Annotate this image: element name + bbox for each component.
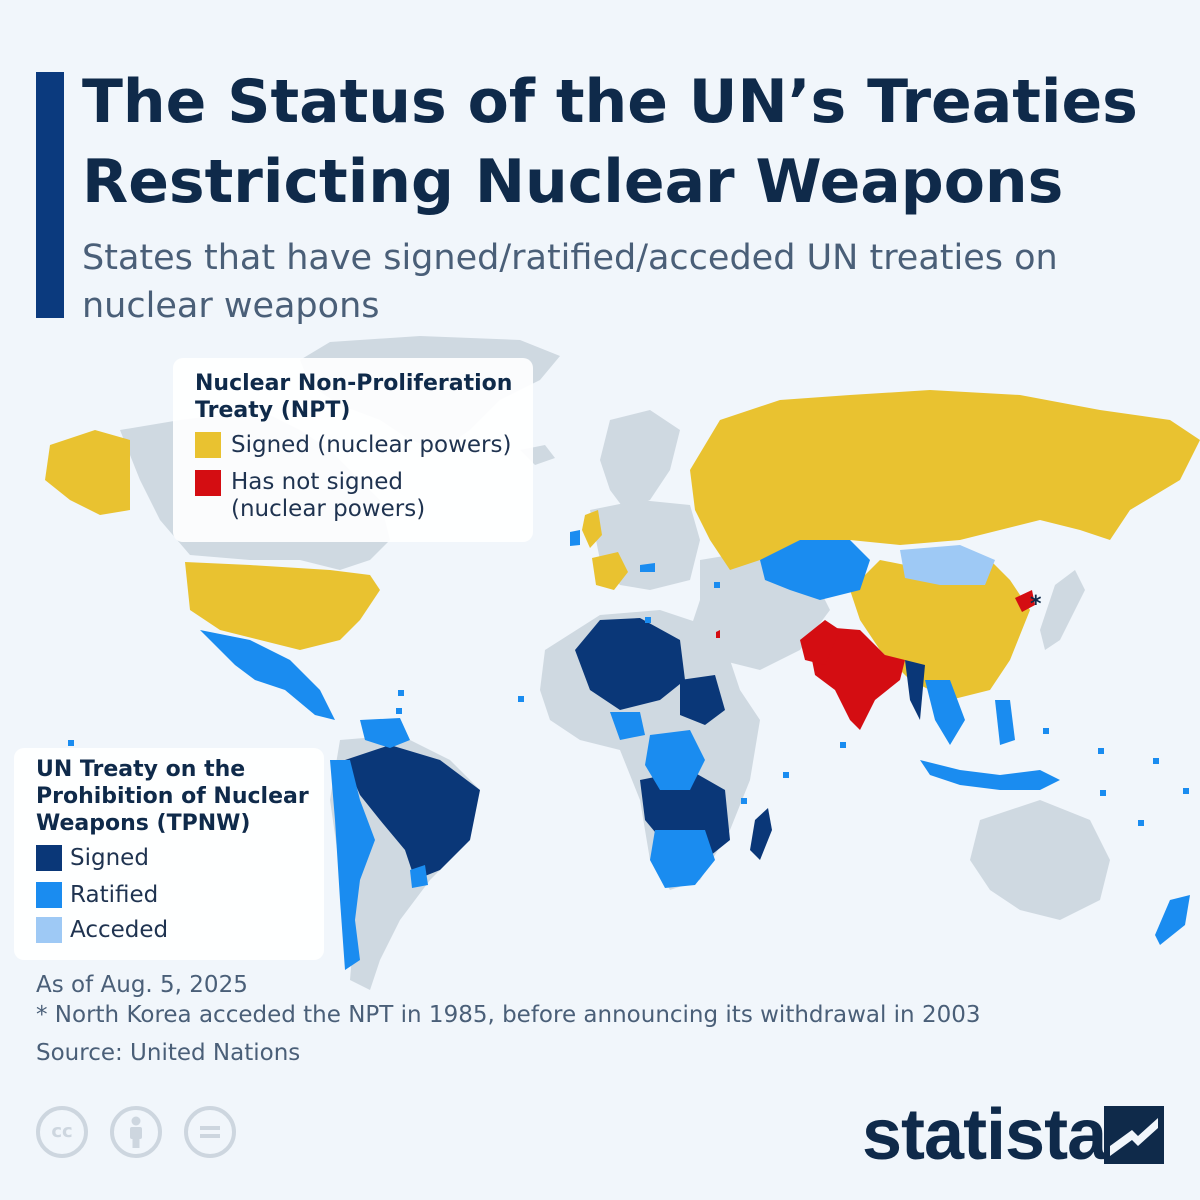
tpnw-ratified-swatch xyxy=(36,882,62,908)
as-of-date: As of Aug. 5, 2025 xyxy=(36,972,248,998)
page-title: The Status of the UN’s Treaties Restrict… xyxy=(82,67,1138,217)
page-subtitle: States that have signed/ratified/acceded… xyxy=(82,238,1058,326)
npt-signed-swatch xyxy=(195,432,221,458)
equals-icon xyxy=(200,1126,220,1138)
tpnw-signed-regions xyxy=(345,618,925,880)
npt-legend: Nuclear Non-Proliferation Treaty (NPT) S… xyxy=(173,358,533,542)
accent-bar xyxy=(36,72,64,318)
source-note: Source: United Nations xyxy=(36,1040,301,1066)
statista-logo-text[interactable]: statista xyxy=(862,1095,1107,1175)
npt-signed-regions xyxy=(45,390,1200,700)
statista-logo-icon[interactable] xyxy=(1104,1106,1164,1164)
world-map: * xyxy=(45,336,1200,990)
island-markers xyxy=(68,582,1189,826)
tpnw-legend-title: UN Treaty on the Prohibition of Nuclear … xyxy=(36,757,309,836)
tpnw-acceded-swatch xyxy=(36,917,62,943)
person-icon xyxy=(130,1116,142,1148)
by-icon[interactable] xyxy=(110,1106,162,1158)
tpnw-acceded-label: Acceded xyxy=(70,917,169,943)
npt-signed-label: Signed (nuclear powers) xyxy=(231,432,512,458)
tpnw-legend: UN Treaty on the Prohibition of Nuclear … xyxy=(14,748,324,960)
tpnw-signed-swatch xyxy=(36,845,62,871)
npt-not-signed-swatch xyxy=(195,470,221,496)
cc-icon[interactable]: cc xyxy=(36,1106,88,1158)
npt-not-signed-label-line2: (nuclear powers) xyxy=(231,496,426,522)
tpnw-ratified-regions xyxy=(200,530,1190,970)
npt-legend-title: Nuclear Non-Proliferation Treaty (NPT) xyxy=(195,371,513,423)
nd-icon[interactable] xyxy=(184,1106,236,1158)
north-korea-note: * North Korea acceded the NPT in 1985, b… xyxy=(36,1002,981,1028)
npt-not-signed-label-line1: Has not signed xyxy=(231,469,403,495)
tpnw-ratified-label: Ratified xyxy=(70,882,159,908)
tpnw-signed-label: Signed xyxy=(70,845,149,871)
tpnw-acceded-regions xyxy=(900,545,995,585)
north-korea-asterisk: * xyxy=(1030,592,1042,617)
npt-not-signed-regions xyxy=(716,590,1035,730)
